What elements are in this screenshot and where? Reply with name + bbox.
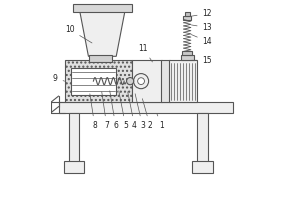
Text: 7: 7 [102,92,109,130]
Bar [64,161,85,173]
Text: 11: 11 [139,44,152,62]
Text: 13: 13 [191,23,212,32]
Bar [69,113,80,162]
Text: 2: 2 [142,99,152,130]
Text: 8: 8 [90,94,97,130]
Bar [197,113,208,162]
Polygon shape [79,5,126,56]
Text: 14: 14 [191,35,212,46]
Bar [132,60,162,102]
Bar [181,55,194,60]
Circle shape [138,78,145,85]
Text: 6: 6 [110,91,118,130]
Bar [64,60,132,102]
Text: 5: 5 [119,91,128,130]
Text: 3: 3 [135,94,145,130]
Bar [182,51,192,55]
Bar [70,68,116,95]
Circle shape [127,78,134,85]
Circle shape [134,74,148,89]
Bar [184,12,190,16]
Text: 4: 4 [128,92,137,130]
Bar [89,55,112,62]
Text: 1: 1 [157,114,164,130]
Bar [192,161,213,173]
Bar [169,60,197,102]
Bar [58,102,233,113]
Text: 9: 9 [53,74,64,83]
Text: 10: 10 [65,25,92,43]
Bar [183,16,191,20]
Text: 15: 15 [191,56,212,65]
Bar [73,4,132,12]
Text: 12: 12 [191,9,212,18]
Bar [161,60,170,102]
